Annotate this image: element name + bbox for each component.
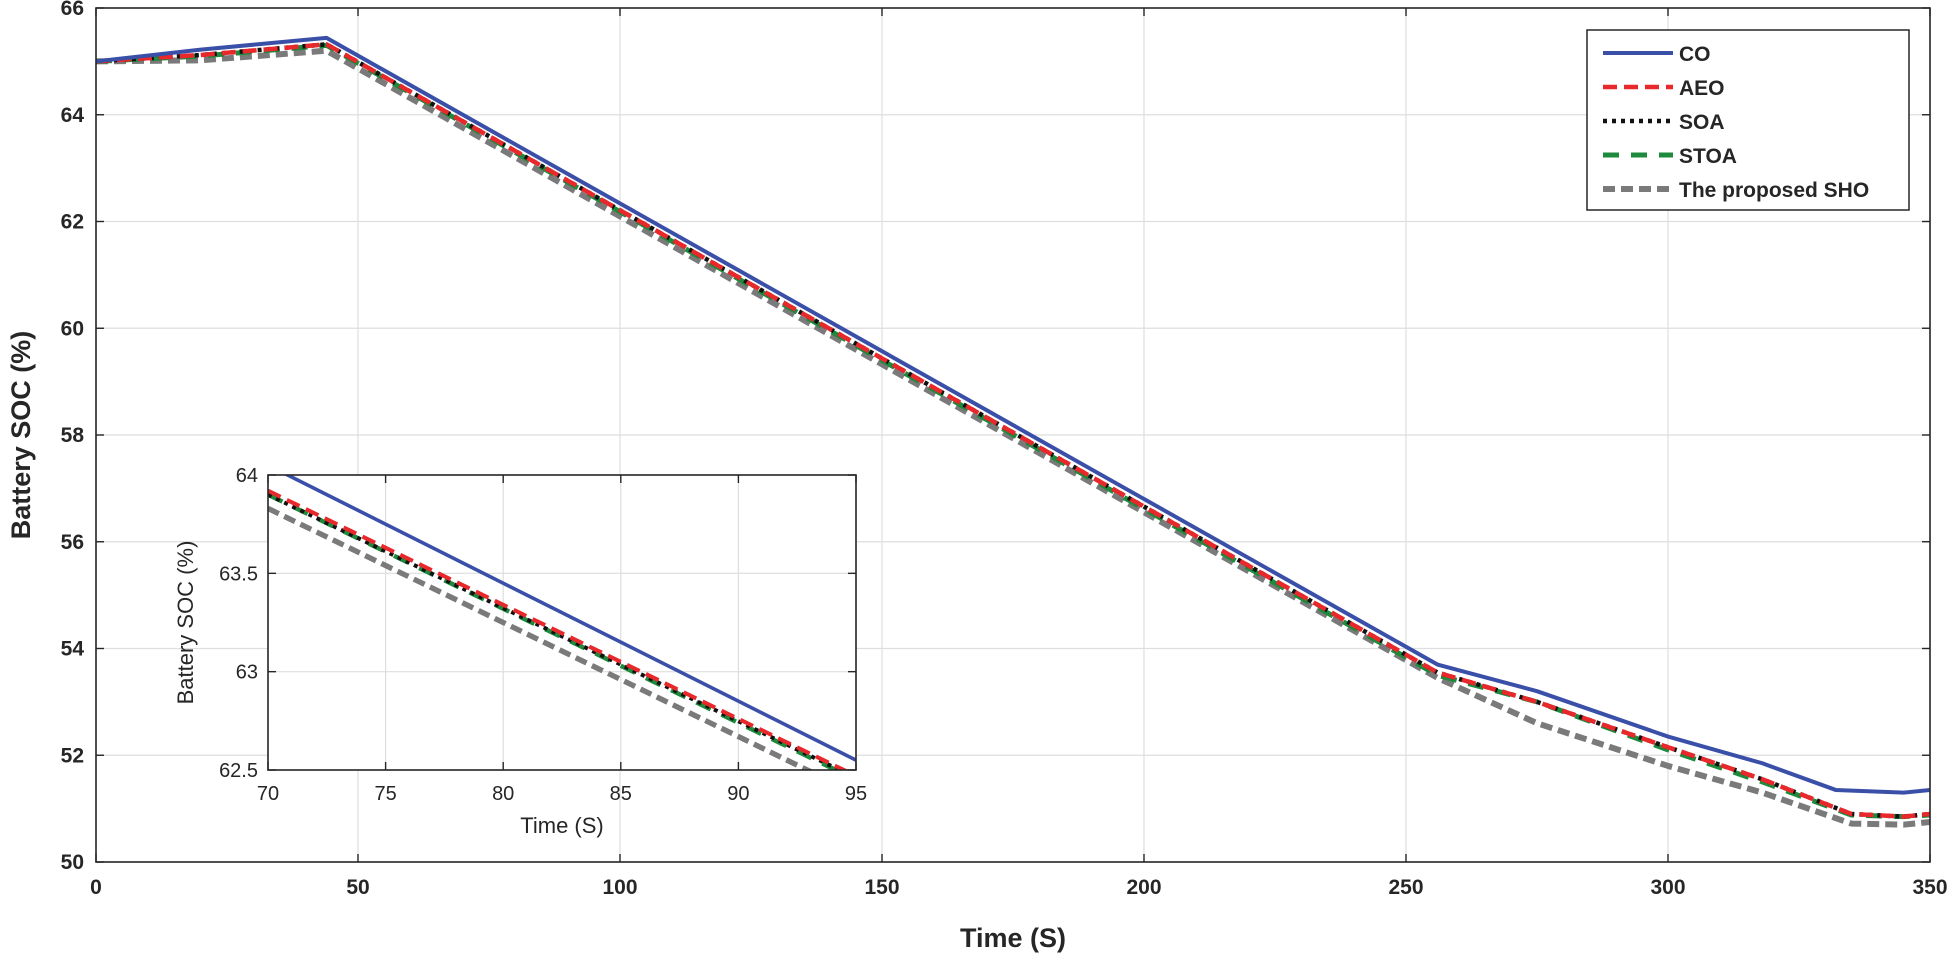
main-x-tick-label: 0: [90, 876, 102, 899]
legend: CO AEO SOA STOA The proposed SHO: [1586, 29, 1910, 211]
main-y-tick-label: 64: [61, 104, 85, 127]
legend-label: SOA: [1679, 111, 1725, 134]
main-series-the-proposed-sho: [96, 47, 1930, 828]
inset-y-tick-label: 63.5: [219, 563, 258, 585]
legend-label: STOA: [1679, 145, 1737, 168]
inset-series-co: [283, 475, 856, 762]
main-x-tick-label: 200: [1126, 876, 1161, 899]
main-y-tick-label: 54: [61, 638, 85, 661]
main-series-soa: [96, 42, 1930, 819]
main-x-tick-label: 300: [1650, 876, 1685, 899]
main-y-tick-label: 58: [61, 424, 85, 447]
inset-series-aeo: [268, 488, 849, 770]
inset-x-axis-label: Time (S): [520, 813, 604, 838]
main-x-tick-label: 150: [864, 876, 899, 899]
main-y-tick-label: 52: [61, 744, 84, 767]
inset-series-stoa: [268, 492, 841, 770]
main-x-tick-label: 50: [346, 876, 369, 899]
main-y-axis-label: Battery SOC (%): [6, 331, 36, 540]
inset-x-tick-label: 90: [727, 783, 749, 805]
inset-y-tick-label: 64: [236, 465, 258, 487]
main-x-tick-label: 350: [1912, 876, 1947, 899]
inset-series-soa: [268, 492, 845, 770]
main-y-tick-label: 56: [61, 531, 84, 554]
inset-series-group: [268, 475, 856, 770]
inset-axes-frame: [267, 474, 857, 771]
legend-label: The proposed SHO: [1679, 179, 1869, 202]
main-y-tick-label: 66: [61, 0, 84, 20]
main-series-aeo: [96, 42, 1930, 819]
inset-x-tick-label: 80: [492, 783, 514, 805]
main-x-tick-label: 100: [602, 876, 637, 899]
inset-series-the-proposed-sho: [268, 506, 814, 770]
main-series-group: [96, 35, 1930, 828]
main-x-axis-label: Time (S): [960, 923, 1066, 953]
inset-zoom-plot: 70 75 80 85 90 95 62.5 63 63.5 64 Time (S) Battery …: [173, 465, 867, 838]
inset-y-axis-label: Battery SOC (%): [173, 541, 198, 705]
main-series-co: [96, 35, 1930, 795]
main-y-tick-label: 62: [61, 211, 84, 234]
main-y-tick-label: 50: [61, 851, 84, 874]
legend-label: CO: [1679, 43, 1711, 66]
inset-y-tick-label: 63: [236, 662, 258, 684]
inset-x-tick-label: 85: [610, 783, 632, 805]
legend-label: AEO: [1679, 77, 1725, 100]
main-x-tick-label: 250: [1388, 876, 1423, 899]
inset-plot-background: [268, 475, 856, 770]
inset-x-tick-label: 95: [845, 783, 867, 805]
inset-x-tick-label: 70: [257, 783, 279, 805]
main-y-tick-label: 60: [61, 317, 84, 340]
inset-x-tick-label: 75: [374, 783, 396, 805]
inset-y-tick-label: 62.5: [219, 760, 258, 782]
